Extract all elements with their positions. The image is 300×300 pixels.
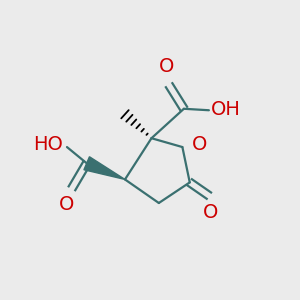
Text: O: O [158,57,174,76]
Text: O: O [192,135,208,154]
Text: O: O [203,203,218,222]
Text: OH: OH [211,100,241,119]
Text: HO: HO [33,135,63,154]
Text: O: O [58,195,74,214]
Polygon shape [84,157,125,179]
